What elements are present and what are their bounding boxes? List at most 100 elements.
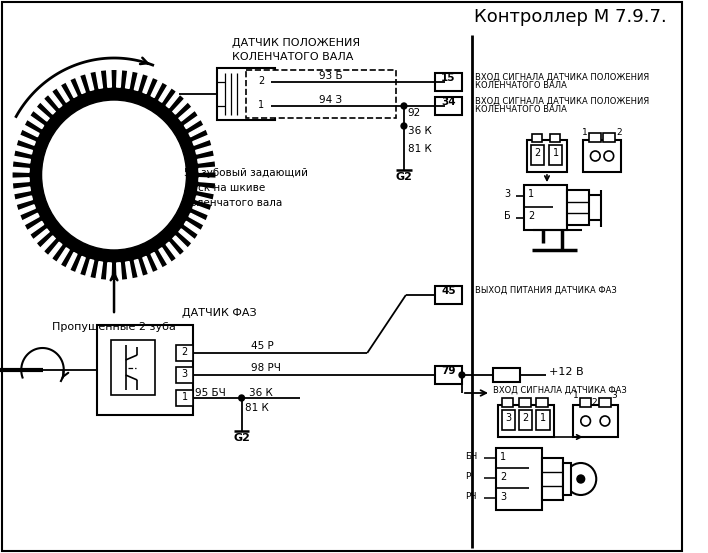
Text: 3: 3 [505,189,510,199]
Wedge shape [33,106,49,121]
Circle shape [401,123,407,129]
Bar [519,398,530,407]
Bar [246,70,396,118]
Text: 94 З: 94 З [319,95,342,105]
Text: 2: 2 [181,347,188,357]
Circle shape [577,475,585,483]
Bar [501,410,515,430]
Wedge shape [56,84,69,102]
Wedge shape [135,71,143,91]
Wedge shape [184,221,202,235]
Text: 1: 1 [528,189,535,199]
Text: 15: 15 [441,73,456,83]
Wedge shape [195,145,215,154]
Text: 98 РЧ: 98 РЧ [251,363,281,373]
Text: 92: 92 [408,108,421,118]
Bar [501,398,513,407]
Circle shape [13,70,215,280]
Text: ВХОД СИГНАЛА ДАТЧИКА ПОЛОЖЕНИЯ: ВХОД СИГНАЛА ДАТЧИКА ПОЛОЖЕНИЯ [476,73,650,82]
Wedge shape [199,178,217,183]
Bar [96,325,193,415]
Wedge shape [106,68,111,87]
Wedge shape [198,187,217,194]
Wedge shape [75,74,85,93]
Wedge shape [85,259,93,279]
Text: 2: 2 [258,76,264,86]
Text: 2: 2 [501,472,507,482]
Bar [532,134,542,142]
Circle shape [600,416,610,426]
Wedge shape [11,156,30,163]
Wedge shape [65,253,77,272]
Wedge shape [166,242,181,259]
Text: 2: 2 [534,148,540,158]
Circle shape [581,416,590,426]
Circle shape [239,395,244,401]
Wedge shape [47,91,62,108]
Text: 1: 1 [181,392,188,402]
Text: 45: 45 [441,286,456,296]
Text: Б: Б [505,211,511,221]
Circle shape [590,151,600,161]
Text: Пропущенные 2 зуба: Пропущенные 2 зуба [52,322,176,332]
Text: 2: 2 [523,413,529,423]
Wedge shape [21,213,39,226]
Text: ДАТЧИК ФАЗ: ДАТЧИК ФАЗ [182,308,256,318]
Wedge shape [106,263,111,282]
Bar [527,140,567,172]
Bar [176,390,193,406]
Bar [435,73,462,91]
Wedge shape [17,205,35,216]
Wedge shape [96,69,103,88]
Text: ДАТЧИК ПОЛОЖЕНИЯ: ДАТЧИК ПОЛОЖЕНИЯ [232,38,360,48]
Wedge shape [26,115,44,129]
Text: 45 Р: 45 Р [251,341,274,351]
Text: Контроллер М 7.9.7.: Контроллер М 7.9.7. [474,8,666,26]
Bar [498,405,554,437]
Text: 1: 1 [553,148,559,158]
Text: 34: 34 [441,97,456,107]
Wedge shape [159,248,172,266]
Text: 1: 1 [573,391,579,400]
Wedge shape [117,68,122,87]
Text: ВЫХОД ПИТАНИЯ ДАТЧИКА ФАЗ: ВЫХОД ПИТАНИЯ ДАТЧИКА ФАЗ [476,286,617,295]
Text: ВХОД СИГНАЛА ДАТЧИКА ПОЛОЖЕНИЯ: ВХОД СИГНАЛА ДАТЧИКА ПОЛОЖЕНИЯ [476,97,650,106]
Bar [251,74,270,90]
Wedge shape [198,156,217,163]
Text: 3: 3 [612,391,617,400]
Text: 36 К: 36 К [408,126,432,136]
Wedge shape [143,74,153,93]
Wedge shape [166,91,181,108]
Text: 1: 1 [258,100,264,110]
Wedge shape [47,242,62,259]
Wedge shape [193,205,211,216]
Bar [564,463,571,495]
Wedge shape [184,115,202,129]
Bar [496,448,542,510]
Wedge shape [195,196,215,205]
Wedge shape [85,71,93,91]
Wedge shape [151,79,163,97]
Bar [573,405,617,437]
Wedge shape [173,236,188,252]
Bar [580,398,591,407]
Wedge shape [21,124,39,137]
Text: 3: 3 [501,492,506,502]
Wedge shape [75,257,85,276]
Circle shape [565,463,596,495]
Text: 2: 2 [591,398,597,407]
Text: Р: Р [465,472,470,481]
Wedge shape [189,213,207,226]
Bar [537,398,548,407]
Wedge shape [189,124,207,137]
Text: КОЛЕНЧАТОГО ВАЛА: КОЛЕНЧАТОГО ВАЛА [476,105,567,114]
Wedge shape [65,79,77,97]
Wedge shape [193,134,211,145]
Wedge shape [33,229,49,244]
Bar [550,134,559,142]
Circle shape [401,103,407,109]
Bar [599,398,611,407]
Circle shape [459,372,465,378]
Wedge shape [40,236,55,252]
Text: 3: 3 [506,413,511,423]
